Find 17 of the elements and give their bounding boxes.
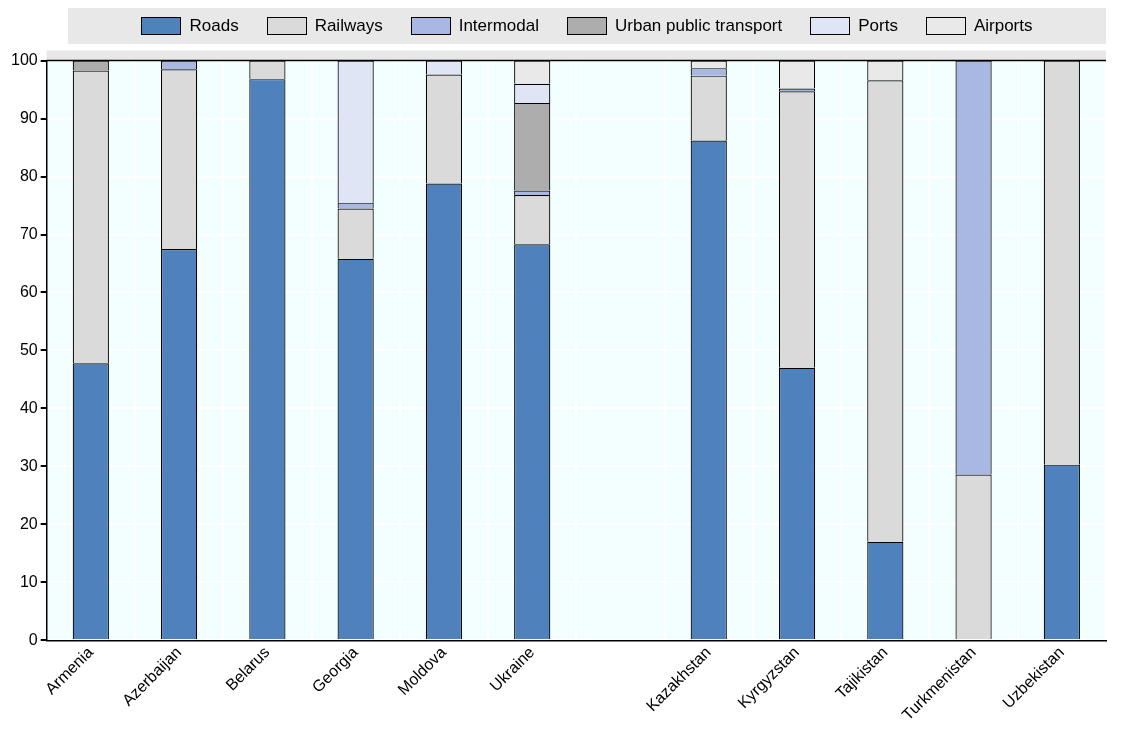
legend-label: Urban public transport: [614, 16, 783, 36]
y-tick-label: 50: [19, 340, 38, 358]
legend-label: Railways: [314, 16, 383, 36]
y-tick-label: 10: [19, 572, 38, 590]
y-tick-label: 30: [19, 456, 38, 474]
y-tick-label: 70: [19, 224, 38, 242]
legend-label: Airports: [973, 16, 1033, 36]
y-tick-label: 100: [10, 51, 38, 69]
legend-label: Roads: [189, 16, 239, 36]
y-tick-label: 0: [28, 630, 38, 648]
legend-label: Ports: [858, 16, 898, 36]
y-tick-label: 60: [19, 282, 38, 300]
y-tick-label: 90: [19, 108, 38, 126]
y-tick-label: 80: [19, 166, 38, 184]
y-tick-label: 40: [19, 398, 38, 416]
legend-label: Intermodal: [458, 16, 539, 36]
y-tick-label: 20: [19, 514, 38, 532]
